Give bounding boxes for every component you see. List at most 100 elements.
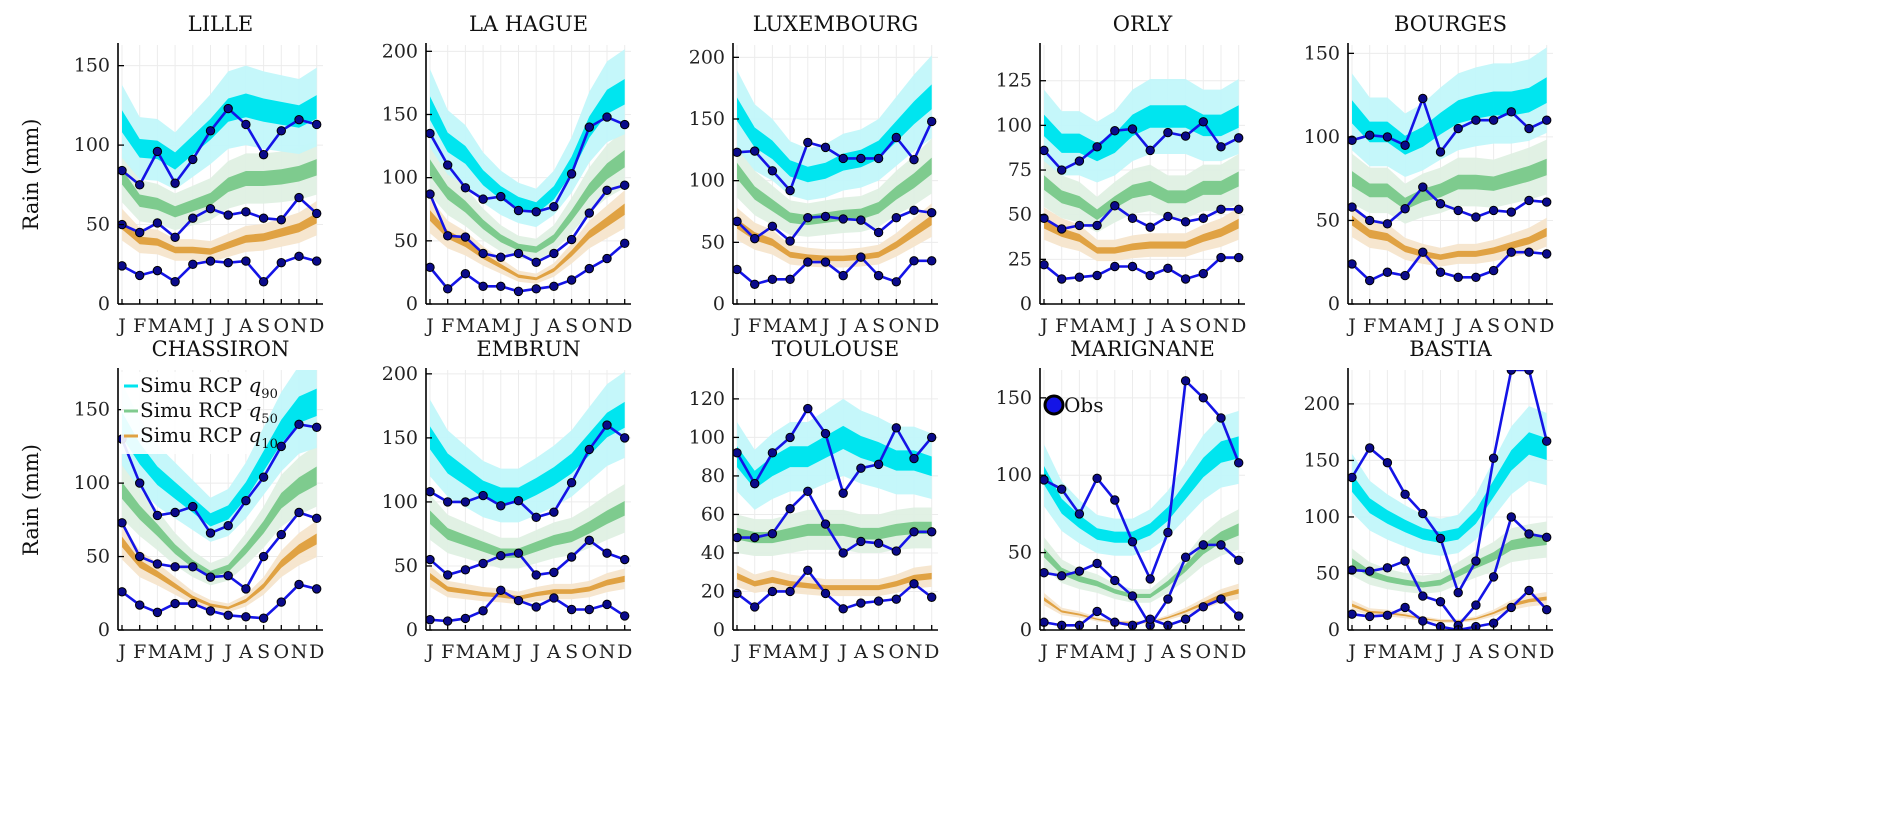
obs-point	[205, 126, 216, 136]
x-tick-label: J	[222, 641, 232, 663]
x-tick-label: J	[424, 641, 434, 663]
x-tick-label: F	[1363, 641, 1376, 663]
obs-point	[1234, 252, 1244, 263]
q90-inner-band	[737, 84, 932, 183]
obs-point	[620, 611, 630, 621]
y-tick-label: 100	[996, 114, 1032, 136]
obs-point	[241, 496, 251, 506]
x-tick-label: J	[837, 641, 847, 663]
y-tick-label: 150	[382, 103, 418, 125]
x-tick-label: J	[513, 315, 523, 337]
obs-point	[1506, 247, 1517, 257]
obs-point	[1216, 540, 1226, 550]
x-tick-label: S	[565, 641, 578, 663]
obs-point	[820, 588, 831, 599]
obs-point	[785, 236, 795, 246]
obs-point	[170, 232, 180, 242]
obs-point	[294, 251, 304, 262]
panel-title: ORLY	[1113, 12, 1174, 36]
x-tick-label: O	[889, 315, 905, 337]
y-tick-label: 25	[1008, 248, 1032, 270]
obs-point	[785, 586, 795, 597]
obs-point	[1180, 376, 1191, 386]
obs-point	[1418, 93, 1428, 104]
obs-point	[820, 519, 831, 529]
obs-point	[891, 423, 901, 433]
obs-point	[1400, 489, 1410, 500]
x-tick-label: A	[853, 315, 868, 337]
obs-point	[1506, 602, 1517, 613]
obs-point	[620, 554, 630, 565]
obs-point	[767, 221, 778, 232]
y-tick-label: 200	[382, 40, 418, 62]
obs-point	[152, 559, 163, 569]
q50-inner-band	[1352, 534, 1547, 588]
q10-outer-band	[430, 190, 625, 284]
obs-point	[1471, 600, 1481, 610]
obs-point	[1092, 220, 1102, 231]
obs-point	[294, 579, 304, 590]
obs-point	[767, 166, 778, 176]
q90-inner-band	[430, 79, 625, 214]
obs-point	[1180, 552, 1191, 562]
y-tick-label: 60	[701, 503, 725, 525]
obs-point	[785, 432, 795, 443]
y-tick-label: 0	[713, 293, 725, 315]
obs-point	[152, 265, 163, 276]
x-tick-label: A	[1160, 315, 1175, 337]
x-tick-label: F	[748, 641, 761, 663]
x-tick-label: A	[546, 641, 561, 663]
obs-point	[1435, 267, 1446, 277]
obs-point	[803, 137, 813, 148]
obs-point	[1365, 566, 1375, 576]
obs-point	[1163, 211, 1173, 222]
plot-area	[118, 65, 322, 287]
x-tick-label: M	[1413, 641, 1432, 663]
obs-point	[733, 147, 742, 157]
obs-point	[838, 548, 848, 558]
obs-point	[513, 286, 524, 297]
obs-point	[838, 488, 848, 498]
q10-inner-band	[737, 215, 932, 262]
q50-inner-band	[737, 521, 932, 544]
x-tick-label: F	[1363, 315, 1376, 337]
y-tick-label: 150	[996, 387, 1032, 409]
q10-inner-band	[122, 213, 317, 255]
obs-point	[135, 600, 145, 610]
x-tick-label: A	[782, 315, 797, 337]
x-tick-label: M	[183, 315, 202, 337]
obs-point	[223, 570, 233, 581]
obs-point	[1365, 275, 1375, 286]
obs-point	[785, 185, 795, 196]
obs-point	[1365, 215, 1375, 226]
x-tick-label: M	[798, 315, 817, 337]
obs-point	[549, 281, 559, 292]
x-tick-label: S	[565, 315, 578, 337]
obs-point	[294, 419, 304, 430]
obs-point	[241, 119, 251, 130]
obs-point	[118, 261, 127, 271]
y-tick-label: 100	[74, 134, 110, 156]
legend-sub: 90	[261, 387, 278, 402]
obs-point	[426, 189, 435, 199]
obs-point	[276, 529, 286, 540]
x-tick-label: M	[1105, 315, 1124, 337]
obs-point	[135, 270, 145, 281]
x-tick-label: S	[872, 315, 885, 337]
obs-point	[803, 486, 813, 497]
q90-inner-band	[1352, 77, 1547, 155]
obs-point	[443, 570, 453, 580]
obs-point	[1198, 213, 1209, 223]
obs-point	[1542, 532, 1552, 543]
obs-point	[312, 584, 322, 594]
panel-title: CHASSIRON	[152, 337, 290, 361]
obs-point	[1542, 604, 1552, 615]
obs-point	[1542, 115, 1552, 125]
obs-point	[1110, 495, 1120, 505]
obs-line	[1043, 256, 1239, 281]
